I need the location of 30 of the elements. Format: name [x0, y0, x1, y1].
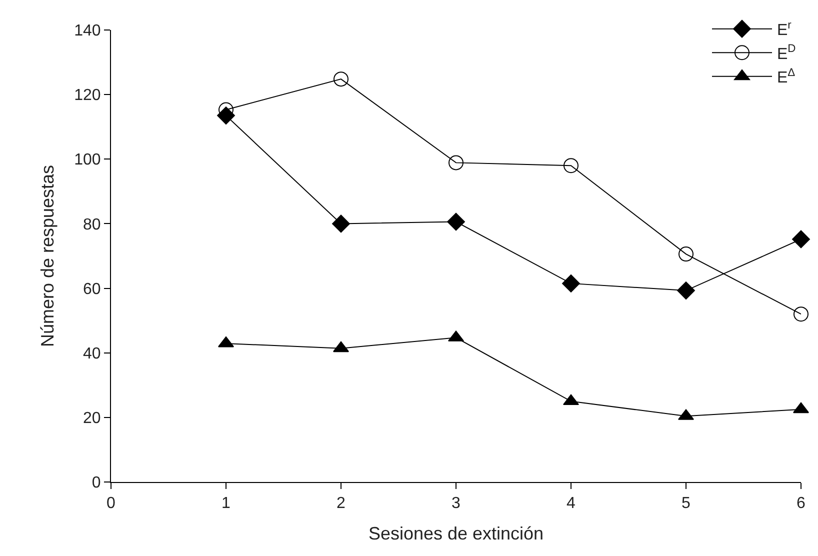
x-tick-label: 6 [796, 495, 806, 512]
y-tick-label: 100 [74, 152, 101, 169]
y-tick-label: 20 [83, 410, 101, 428]
y-tick-label: 80 [83, 216, 101, 234]
point [677, 282, 695, 300]
y-tick-label: 120 [74, 87, 101, 104]
y-tick-label: 140 [74, 22, 101, 40]
point [334, 72, 348, 87]
x-tick-label: 1 [222, 495, 231, 512]
y-tick-label: 60 [83, 280, 101, 298]
legend-label: E$^{r}$ [777, 19, 792, 40]
point [792, 230, 810, 248]
y-tick-label: 40 [83, 345, 101, 362]
point [332, 214, 350, 233]
point [678, 246, 694, 262]
point [794, 306, 808, 322]
x-tick-label: 5 [682, 495, 691, 512]
legend-label: E$^{D}$ [777, 43, 796, 63]
point [564, 158, 578, 174]
y-axis-title: Número de respuestas [37, 164, 58, 348]
x-tick-label: 0 [106, 495, 116, 512]
y-tick-label: 0 [92, 474, 101, 492]
x-tick-label: 3 [452, 495, 461, 512]
x-tick-label: 2 [336, 495, 346, 512]
x-tick-label: 4 [566, 495, 576, 512]
legend-label: E$^{Δ}$ [777, 66, 796, 87]
x-axis-title: Sesiones de extinción [368, 523, 544, 544]
point [448, 155, 464, 170]
point [447, 212, 465, 231]
point [562, 274, 580, 292]
